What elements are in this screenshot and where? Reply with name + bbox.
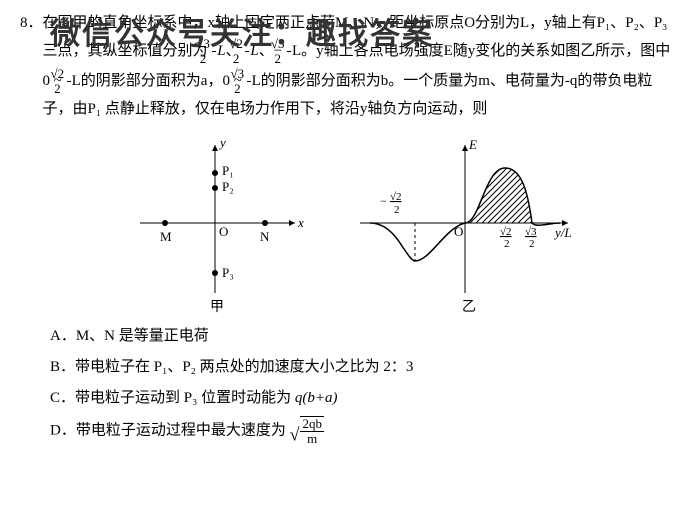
svg-text:√2: √2 <box>500 226 512 238</box>
svg-text:P₃: P₃ <box>222 265 234 280</box>
svg-text:甲: 甲 <box>210 300 224 313</box>
svg-text:P₂: P₂ <box>222 179 234 194</box>
frac-sec-a: √22 <box>67 67 71 97</box>
svg-text:2: 2 <box>504 238 510 250</box>
svg-text:√3: √3 <box>525 226 537 238</box>
choice-a: A．M、N 是等量正电荷 <box>50 323 680 350</box>
frac-3: √32 <box>287 37 291 67</box>
diagram-left: x y O M N P₁ P₂ P₃ 甲 <box>120 133 310 313</box>
frac-1: √32 <box>212 37 216 67</box>
svg-text:M: M <box>160 229 172 244</box>
frac-sec-b: √32 <box>247 67 251 97</box>
diagram-right: E y/L O − √2 2 √2 2 √3 2 乙 <box>350 133 580 313</box>
svg-text:y: y <box>218 135 226 150</box>
choice-d-frac: 2qbm <box>300 416 324 447</box>
svg-text:N: N <box>260 229 270 244</box>
q-mid2a: L的阴影部分面积为a，0 ~ <box>72 73 246 89</box>
svg-text:O: O <box>219 224 228 239</box>
question-number: 8． <box>20 15 43 31</box>
choice-d: D．带电粒子运动过程中最大速度为 √2qbm <box>50 416 680 451</box>
svg-text:P₁: P₁ <box>222 163 234 178</box>
diagram-row: x y O M N P₁ P₂ P₃ 甲 E y/L O <box>20 133 680 313</box>
svg-text:E: E <box>468 137 477 152</box>
svg-text:乙: 乙 <box>462 299 476 313</box>
svg-text:2: 2 <box>394 204 400 216</box>
choice-list: A．M、N 是等量正电荷 B．带电粒子在 P₁、P₂ 两点处的加速度大小之比为 … <box>20 323 680 451</box>
frac-2: √22 <box>245 37 249 67</box>
svg-text:y/L: y/L <box>553 225 572 240</box>
svg-text:2: 2 <box>529 238 535 250</box>
svg-text:x: x <box>297 215 304 230</box>
question-stem: 8．在图甲的直角坐标系中，x轴上固定两正点荷M、N，距坐标原点O分别为L，y轴上… <box>20 10 680 123</box>
choice-c: C．带电粒子运动到 P₃ 位置时动能为 q(b+a) <box>50 385 680 412</box>
svg-text:√2: √2 <box>390 191 402 203</box>
choice-b: B．带电粒子在 P₁、P₂ 两点处的加速度大小之比为 2：3 <box>50 354 680 381</box>
svg-text:−: − <box>380 194 387 208</box>
